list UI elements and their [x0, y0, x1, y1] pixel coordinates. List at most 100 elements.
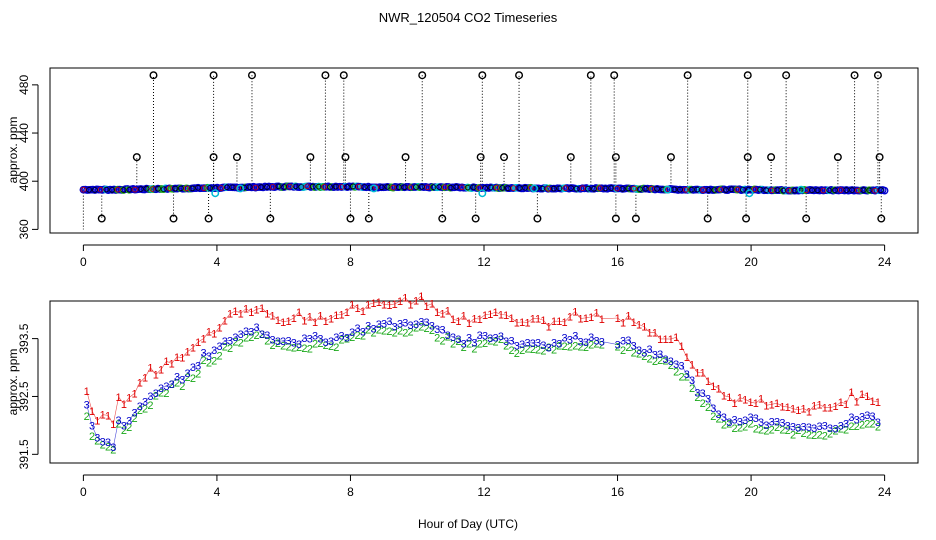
series-3-marker: 3 [546, 343, 552, 355]
series-1-marker: 1 [758, 394, 764, 406]
series-2-marker: 2 [413, 323, 419, 335]
series-2-marker: 2 [200, 355, 206, 367]
data-point [109, 187, 115, 193]
series-3-marker: 3 [455, 334, 461, 346]
cyan-point [745, 189, 754, 198]
spike-point [743, 153, 752, 162]
series-1-marker: 1 [615, 313, 621, 325]
series-1-marker: 1 [211, 329, 217, 341]
series-2-marker: 2 [354, 330, 360, 342]
series-2-marker: 2 [439, 336, 445, 348]
series-1-marker: 1 [238, 308, 244, 320]
series-3-marker: 3 [641, 348, 647, 360]
series-2-marker: 2 [381, 326, 387, 338]
data-point [642, 185, 649, 192]
data-point [700, 187, 706, 193]
series-2-marker: 2 [248, 332, 254, 344]
series-3-marker: 3 [349, 327, 355, 339]
series-2-marker: 2 [854, 421, 860, 433]
series-1-marker: 1 [110, 419, 116, 431]
series-1-marker: 1 [551, 316, 557, 328]
series-3-marker: 3 [742, 415, 748, 427]
cyan-point [211, 189, 220, 198]
data-point [103, 186, 110, 193]
series-2-marker: 2 [270, 340, 276, 352]
series-1-marker: 1 [285, 316, 291, 328]
cyan-point [236, 184, 245, 193]
series-3-marker: 3 [647, 344, 653, 356]
series-3-marker: 3 [854, 415, 860, 427]
data-point [132, 186, 138, 193]
series-1-marker: 1 [163, 356, 169, 368]
data-point [447, 184, 454, 191]
series-2-marker: 2 [445, 332, 451, 344]
series-3-marker: 3 [620, 336, 626, 348]
series-3-marker: 3 [540, 340, 546, 352]
x-tick-label: 24 [878, 255, 892, 269]
series-1-marker: 1 [854, 397, 860, 409]
series-3-marker: 3 [631, 341, 637, 353]
data-point [579, 185, 586, 192]
data-point [189, 185, 196, 192]
data-point [298, 184, 305, 190]
series-3-marker: 3 [583, 337, 589, 349]
series-3-marker: 3 [307, 333, 313, 345]
data-point [717, 186, 723, 193]
series-3-marker: 3 [190, 362, 196, 374]
series-2-marker: 2 [153, 391, 159, 403]
data-point [327, 184, 333, 190]
series-1-marker: 1 [647, 327, 653, 339]
data-point [275, 183, 282, 190]
series-2-marker: 2 [259, 329, 265, 341]
series-1-marker: 1 [147, 363, 153, 375]
series-3-marker: 3 [392, 321, 398, 333]
series-2-marker: 2 [179, 381, 185, 393]
spike-point [321, 71, 330, 80]
series-2-marker: 2 [843, 425, 849, 437]
series-3-marker: 3 [668, 356, 674, 368]
series-3-marker: 3 [312, 331, 318, 343]
data-point [619, 186, 626, 192]
series-2-marker: 2 [137, 405, 143, 417]
data-point [757, 186, 764, 193]
x-tick-label: 0 [80, 255, 87, 269]
y-tick-label: 400 [17, 171, 31, 191]
series-3-marker: 3 [105, 437, 111, 449]
series-1-marker: 1 [811, 401, 817, 413]
data-point [573, 186, 580, 192]
series-3-marker: 3 [747, 412, 753, 424]
series-3-marker: 3 [317, 333, 323, 345]
data-point [86, 187, 92, 193]
data-point [344, 184, 351, 190]
series-3-marker: 3 [402, 317, 408, 329]
series-3-marker: 3 [238, 329, 244, 341]
y-tick-label: 440 [17, 123, 31, 143]
data-point [206, 185, 213, 191]
series-1-marker: 1 [514, 318, 520, 330]
data-point [332, 183, 339, 190]
series-2-marker: 2 [593, 338, 599, 350]
series-2-marker: 2 [519, 345, 525, 357]
x-tick-label: 0 [80, 485, 87, 499]
series-2-marker: 2 [662, 356, 668, 368]
series-2-marker: 2 [625, 342, 631, 354]
data-point [505, 185, 511, 192]
series-3-marker: 3 [259, 329, 265, 341]
data-point [499, 185, 506, 191]
data-point [287, 183, 293, 190]
series-1-marker: 1 [763, 400, 769, 412]
series-1-marker: 1 [270, 310, 276, 322]
series-2-marker: 2 [801, 428, 807, 440]
data-point [854, 187, 861, 194]
series-3-marker: 3 [827, 423, 833, 435]
series-3-marker: 3 [137, 401, 143, 413]
series-2-marker: 2 [227, 343, 233, 355]
data-point [92, 187, 98, 193]
series-2-marker: 2 [169, 379, 175, 391]
series-2-marker: 2 [785, 425, 791, 437]
series-2-marker: 2 [121, 425, 127, 437]
series-2-marker: 2 [333, 342, 339, 354]
data-point [246, 184, 253, 190]
